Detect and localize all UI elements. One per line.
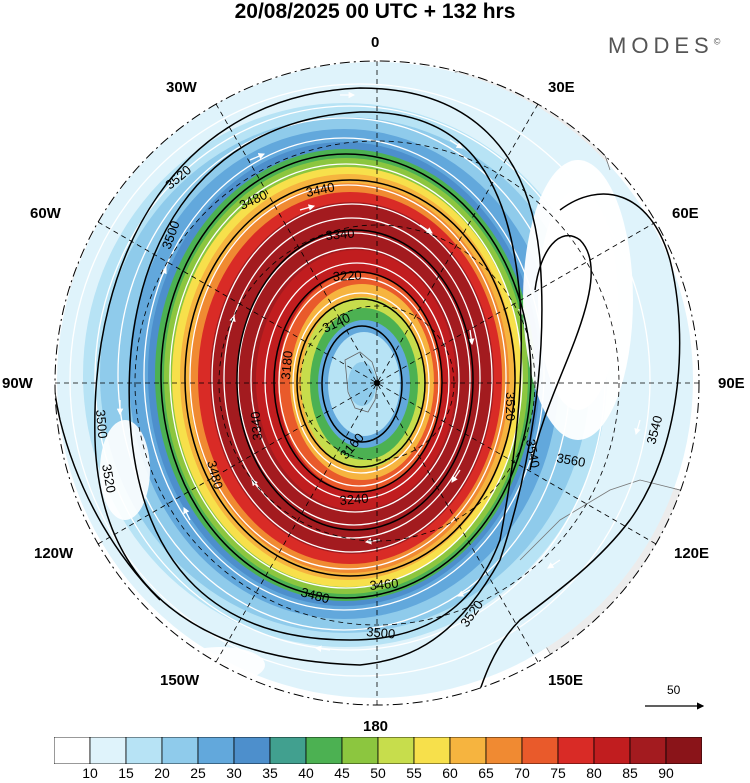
wind-vectors [69,83,651,677]
colorbar-swatch [521,737,559,764]
lon-label-180: 180 [363,718,389,735]
polar-map: 3520 3480 3440 3500 3340 3220 3140 3180 … [54,60,705,710]
colorbar-tick-label: 90 [658,765,674,781]
colorbar-swatch [197,737,235,764]
colorbar-tick-label: 85 [622,765,638,781]
colorbar-swatch [233,737,271,764]
brand-logo: MODES© [608,33,720,59]
lon-label-120e: 120E [674,545,710,562]
contour-label: 3180 [278,350,295,380]
map-title: 20/08/2025 00 UTC + 132 hrs [234,0,516,23]
colorbar-tick-label: 55 [406,765,422,781]
colorbar-tick-label: 40 [298,765,314,781]
colorbar-swatch [377,737,415,764]
contour-label: 3440 [305,179,336,200]
colorbar-swatch [341,737,379,764]
colorbar-tick-label: 30 [226,765,242,781]
lon-label-120w: 120W [34,545,74,562]
colorbar-tick-label: 25 [190,765,206,781]
colorbar-swatch [125,737,163,764]
colorbar-swatch [54,737,91,764]
lon-label-30w: 30W [166,79,197,96]
lon-label-150w: 150W [160,672,200,689]
lon-label-60w: 60W [30,205,61,222]
lon-label-90e: 90E [718,375,745,392]
colorbar-tick-label: 50 [370,765,386,781]
colorbar-swatch [665,737,702,764]
lon-label-30e: 30E [548,79,575,96]
colorbar-tick-label: 20 [154,765,170,781]
contour-label: 3540 [523,438,543,469]
colorbar-tick-label: 70 [514,765,530,781]
coastline-antarctica [344,351,379,413]
graticule [55,61,699,705]
contour-label: 3500 [93,409,110,439]
colorbar-labels: 10 15 20 25 30 35 40 45 50 55 60 65 70 75 80 85 90 [0,765,750,783]
contour-label: 3480 [204,459,226,491]
contour-label: 3480 [299,584,331,606]
colorbar-swatch [629,737,667,764]
contour-label: 3500 [366,624,396,641]
colorbar-tick-label: 15 [118,765,134,781]
colorbar-swatch [305,737,343,764]
lon-label-150e: 150E [548,672,584,689]
copyright-mark: © [713,36,721,47]
colorbar-tick-label: 60 [442,765,458,781]
contour-label: 3240 [339,491,369,508]
contour-label: 3520 [503,392,518,421]
colorbar [54,737,702,764]
contour-label: 3560 [555,450,586,470]
colorbar-swatch [269,737,307,764]
height-contours [55,87,681,705]
contour-label: 3460 [369,576,399,593]
contour-label: 3540 [643,414,665,446]
colorbar-swatch [485,737,523,764]
contour-label: 3340 [325,226,355,243]
colorbar-tick-label: 75 [550,765,566,781]
brand-name: MODES [608,33,714,58]
colorbar-tick-label: 35 [262,765,278,781]
colorbar-swatch [413,737,451,764]
colorbar-swatch [449,737,487,764]
colorbar-swatch [593,737,631,764]
contour-label: 3220 [332,268,362,284]
lon-label-90w: 90W [2,375,33,392]
colorbar-tick-label: 10 [82,765,98,781]
lon-label-60e: 60E [672,205,699,222]
colorbar-tick-label: 80 [586,765,602,781]
lon-label-0: 0 [371,34,380,51]
map-border [54,60,700,706]
colorbar-tick-label: 65 [478,765,494,781]
colorbar-swatch [557,737,595,764]
colorbar-swatch [89,737,127,764]
contour-label: 3340 [248,411,265,441]
colorbar-tick-label: 45 [334,765,350,781]
colorbar-swatch [161,737,199,764]
contour-label: 3520 [99,463,119,494]
reference-vector-label: 50 [667,683,681,697]
